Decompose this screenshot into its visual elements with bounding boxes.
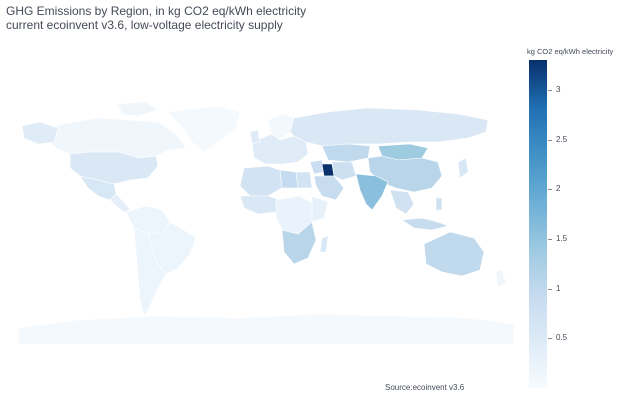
region-india[interactable] xyxy=(355,173,389,211)
colorbar-tick-label: 1 xyxy=(556,283,561,293)
colorbar-tick-label: 2.5 xyxy=(556,134,568,144)
colorbar-tick-label: 2 xyxy=(556,184,561,194)
region-middle-east[interactable] xyxy=(309,159,325,175)
colorbar-tick-mark xyxy=(548,288,552,290)
region-madagascar[interactable] xyxy=(319,235,329,253)
colorbar-tick-mark xyxy=(548,238,552,240)
region-greenland[interactable] xyxy=(167,105,241,153)
choropleth-map[interactable] xyxy=(18,92,514,344)
world-map-svg[interactable] xyxy=(18,92,514,344)
region-east-africa[interactable] xyxy=(311,195,329,223)
region-uk[interactable] xyxy=(249,129,261,145)
region-arctic-islands[interactable] xyxy=(117,101,159,117)
region-iran[interactable] xyxy=(331,161,357,181)
region-egypt[interactable] xyxy=(295,171,313,189)
region-alaska[interactable] xyxy=(21,121,59,145)
region-philippines[interactable] xyxy=(435,197,443,211)
region-antarctica[interactable] xyxy=(18,313,514,344)
region-europe[interactable] xyxy=(251,133,309,165)
colorbar-tick-mark xyxy=(548,139,552,141)
region-saudi-arabia[interactable] xyxy=(313,175,345,201)
region-kazakhstan[interactable] xyxy=(321,143,371,163)
region-southeast-asia[interactable] xyxy=(389,189,415,215)
source-annotation: Source:ecoinvent v3.6 xyxy=(385,383,465,392)
region-iraq[interactable] xyxy=(321,163,335,177)
chart-title-line1: GHG Emissions by Region, in kg CO2 eq/kW… xyxy=(6,4,307,18)
colorbar-tick-mark xyxy=(548,89,552,91)
region-west-africa[interactable] xyxy=(239,195,281,215)
region-south-america-south[interactable] xyxy=(133,227,167,317)
region-new-zealand[interactable] xyxy=(495,269,507,289)
region-south-africa[interactable] xyxy=(281,221,317,265)
colorbar-tick-mark xyxy=(548,338,552,340)
region-central-america[interactable] xyxy=(109,193,131,213)
chart-title-line2: current ecoinvent v3.6, low-voltage elec… xyxy=(6,18,283,32)
region-russia[interactable] xyxy=(289,107,489,147)
region-libya[interactable] xyxy=(279,169,299,189)
colorbar-title: kg CO2 eq/kWh electricity xyxy=(527,47,614,56)
colorbar-tick-mark xyxy=(548,189,552,191)
region-australia[interactable] xyxy=(423,231,485,277)
region-indonesia[interactable] xyxy=(401,217,449,231)
colorbar-tick-label: 0.5 xyxy=(556,333,568,343)
colorbar-tick-label: 3 xyxy=(556,84,561,94)
colorbar-tick-label: 1.5 xyxy=(556,233,568,243)
colorbar xyxy=(529,60,547,388)
region-japan[interactable] xyxy=(457,157,469,179)
chart-title: GHG Emissions by Region, in kg CO2 eq/kW… xyxy=(6,4,306,32)
region-south-america-north[interactable] xyxy=(125,205,171,235)
region-north-africa[interactable] xyxy=(239,165,283,197)
